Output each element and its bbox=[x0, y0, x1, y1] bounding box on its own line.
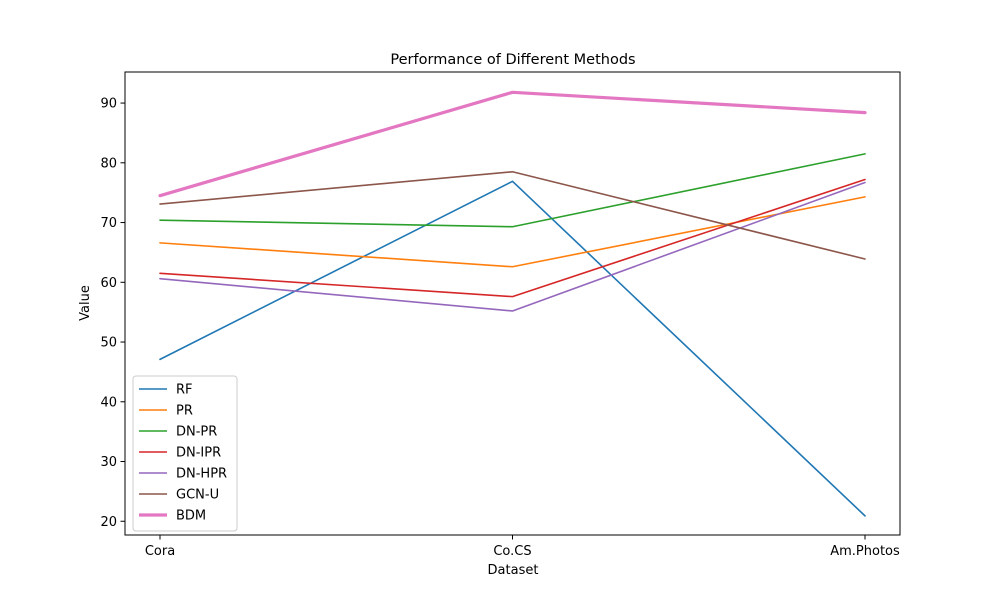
legend: RF PR DN-PR DN-IPR DN-HPR GCN-U BDM bbox=[132, 375, 238, 532]
y-tick-label: 80 bbox=[100, 156, 117, 171]
y-axis: 20 30 40 50 60 70 80 90 bbox=[100, 97, 125, 530]
series-line-gcn-u bbox=[159, 170, 866, 260]
y-tick-label: 70 bbox=[100, 216, 117, 231]
legend-label: BDM bbox=[176, 509, 206, 524]
y-tick-label: 90 bbox=[100, 97, 117, 112]
x-tick-label: Am.Photos bbox=[830, 544, 900, 559]
series-line-rf bbox=[159, 180, 866, 517]
y-tick-label: 50 bbox=[100, 336, 117, 351]
y-tick-label: 20 bbox=[100, 515, 117, 530]
series-line-bdm bbox=[158, 90, 867, 198]
series-line-pr bbox=[159, 196, 866, 268]
x-axis: Cora Co.CS Am.Photos bbox=[145, 535, 900, 559]
y-tick-label: 60 bbox=[100, 276, 117, 291]
x-tick-label: Cora bbox=[145, 544, 175, 559]
series-line-dn-ipr bbox=[159, 178, 866, 298]
plot-area bbox=[124, 71, 901, 536]
y-tick-label: 40 bbox=[100, 395, 117, 410]
legend-label: PR bbox=[176, 404, 193, 419]
legend-label: RF bbox=[176, 383, 193, 398]
legend-label: DN-HPR bbox=[176, 467, 227, 482]
series-lines bbox=[158, 90, 867, 517]
series-line-dn-hpr bbox=[159, 181, 866, 312]
y-tick-label: 30 bbox=[100, 455, 117, 470]
series-line-dn-pr bbox=[159, 153, 866, 228]
x-axis-label: Dataset bbox=[488, 563, 539, 578]
legend-label: GCN-U bbox=[176, 488, 219, 503]
legend-box bbox=[132, 375, 238, 532]
x-tick-label: Co.CS bbox=[493, 544, 531, 559]
chart-title: Performance of Different Methods bbox=[390, 52, 635, 68]
legend-label: DN-PR bbox=[176, 425, 217, 440]
y-axis-label: Value bbox=[78, 285, 93, 321]
legend-label: DN-IPR bbox=[176, 446, 221, 461]
